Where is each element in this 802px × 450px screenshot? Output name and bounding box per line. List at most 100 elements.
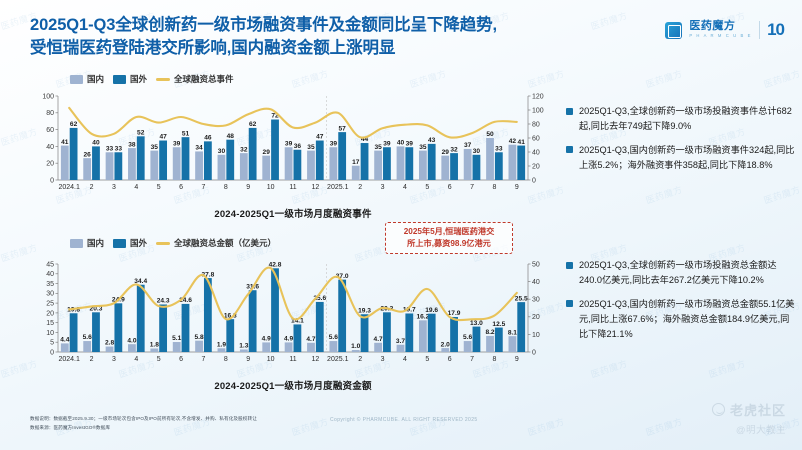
- x-axis-label: 8: [224, 184, 228, 191]
- insights-events: 2025Q1-Q3,全球创新药一级市场投融资事件总计682起,同比去年749起下…: [566, 104, 796, 182]
- bar-国外: [405, 313, 414, 352]
- bar-value-label: 13.0: [470, 320, 483, 327]
- watermark-tile: 医药魔方: [290, 416, 330, 438]
- insight-text: 2025Q1-Q3,国内创新药一级市场融资总金额55.1亿美元,同比上涨67.6…: [579, 298, 795, 339]
- logo-name-en: P H A R M C U B E: [689, 33, 753, 39]
- bar-国内: [463, 148, 472, 180]
- bar-国内: [307, 150, 315, 180]
- anniversary-badge: 10: [767, 20, 785, 39]
- bar-国外: [338, 132, 347, 180]
- insight-item: 2025Q1-Q3,全球创新药一级市场投融资事件总计682起,同比去年749起下…: [566, 104, 796, 134]
- bar-国内: [128, 148, 136, 180]
- insight-item: 2025Q1-Q3,全球创新药一级市场投融资总金额达240.0亿美元,同比去年2…: [566, 258, 796, 288]
- bar-国内: [262, 342, 271, 352]
- x-axis-label: 9: [246, 356, 250, 363]
- watermark-tile: 医药魔方: [644, 416, 684, 438]
- bar-国外: [360, 314, 369, 352]
- annotation-hengrui-ipo: 2025年5月,恒瑞医药港交 所上市,募资98.9亿港元: [385, 222, 513, 254]
- x-axis-label: 3: [381, 356, 385, 363]
- bar-value-label: 47: [159, 134, 167, 141]
- bar-国外: [69, 127, 78, 180]
- x-axis-label: 9: [246, 184, 250, 191]
- bar-国外: [338, 279, 347, 352]
- watermark-tile: 医药魔方: [526, 416, 566, 438]
- bar-国外: [226, 139, 235, 180]
- legend-swatch-overseas-2: [113, 238, 127, 248]
- x-axis-label: 2: [358, 356, 362, 363]
- chart1-plot-area: 0 20 40 60 80 100 0 20 40 60 80 100 120 41 62 2024.1 26 4…: [28, 86, 558, 194]
- bar-value-label: 37.8: [201, 271, 214, 278]
- legend-label-total-amount: 全球融资总金额（亿美元）: [174, 238, 277, 248]
- bar-国外: [383, 312, 391, 352]
- logo-divider: [759, 21, 761, 39]
- x-axis-label: 8: [492, 184, 496, 191]
- svg-text:30: 30: [46, 291, 54, 298]
- bar-value-label: 46: [204, 135, 212, 142]
- bar-value-label: 4.4: [60, 337, 69, 344]
- bar-value-label: 25.5: [515, 295, 528, 302]
- bar-value-label: 41: [61, 139, 69, 146]
- bar-value-label: 16.2: [416, 314, 429, 321]
- svg-text:0: 0: [50, 177, 54, 184]
- svg-text:5: 5: [50, 340, 54, 347]
- bar-value-label: 52: [137, 130, 145, 137]
- bar-value-label: 33: [115, 145, 123, 152]
- svg-text:80: 80: [532, 121, 540, 128]
- bar-value-label: 72: [271, 113, 279, 120]
- bar-国内: [284, 147, 293, 180]
- bar-国外: [136, 136, 145, 180]
- bar-value-label: 48: [227, 133, 235, 140]
- bar-国外: [315, 140, 324, 180]
- x-axis-label: 9: [515, 356, 519, 363]
- bar-value-label: 43: [428, 137, 436, 144]
- bar-value-label: 19.8: [67, 306, 80, 313]
- bar-value-label: 39: [406, 140, 414, 147]
- legend-swatch-domestic-2: [70, 238, 83, 248]
- bar-value-label: 19.6: [425, 307, 438, 314]
- bar-国内: [374, 150, 383, 180]
- legend-label-domestic-2: 国内: [87, 238, 105, 248]
- bar-国外: [159, 140, 168, 180]
- svg-text:25: 25: [46, 301, 54, 308]
- bar-value-label: 50: [486, 131, 494, 138]
- x-axis-label: 5: [157, 356, 161, 363]
- community-name: 老虎社区: [729, 403, 786, 418]
- page-title: 2025Q1-Q3全球创新药一级市场融资事件及金额同比呈下降趋势, 受恒瑞医药登…: [30, 14, 660, 61]
- copyright-text: Copyright © PHARMCUBE. ALL RIGHT RESERVE…: [330, 417, 478, 423]
- x-axis-label: 2024.1: [58, 184, 80, 191]
- bar-国外: [248, 127, 257, 180]
- footer-note-data: 数据说明：数据截至2025.9.30；一级市场轮次包含IPO及IPO前所有轮次,…: [30, 416, 257, 422]
- bar-国外: [383, 147, 391, 180]
- svg-text:10: 10: [532, 332, 540, 339]
- footer-notes: 数据说明：数据截至2025.9.30；一级市场轮次包含IPO及IPO前所有轮次,…: [30, 415, 257, 432]
- chart1-legend: 国内 国外 全球融资总事件: [70, 72, 558, 86]
- bar-value-label: 44: [361, 136, 369, 143]
- bar-国内: [441, 348, 450, 352]
- bar-value-label: 37: [464, 142, 472, 149]
- bar-value-label: 34: [195, 145, 203, 152]
- plot2-svg: 051015202530354045010203040504.419.82024…: [46, 261, 540, 363]
- insight-item: 2025Q1-Q3,国内创新药一级市场融资事件324起,同比上涨5.2%；海外融…: [566, 143, 796, 173]
- x-axis-label: 6: [448, 356, 452, 363]
- bar-value-label: 30: [473, 148, 481, 155]
- legend-overseas-2: 国外: [113, 237, 147, 249]
- bar-国内: [150, 348, 159, 352]
- bar-国内: [486, 335, 494, 352]
- bar-国内: [195, 340, 203, 352]
- bar-国外: [517, 302, 526, 352]
- bar-value-label: 5.6: [463, 334, 472, 341]
- bar-国外: [226, 319, 235, 352]
- bar-国内: [83, 158, 92, 180]
- x-axis-label: 11: [289, 356, 296, 363]
- bar-国内: [83, 341, 92, 352]
- bar-国外: [293, 324, 302, 352]
- bar-国外: [136, 284, 145, 352]
- bar-国外: [181, 137, 190, 180]
- svg-text:100: 100: [42, 93, 54, 100]
- community-watermark: 老虎社区 @明大教主: [711, 400, 786, 436]
- insight-text: 2025Q1-Q3,全球创新药一级市场投融资事件总计682起,同比去年749起下…: [579, 106, 792, 131]
- cube-icon: [665, 21, 683, 39]
- x-axis-label: 2: [358, 184, 362, 191]
- x-axis-label: 10: [267, 184, 275, 191]
- x-axis-label: 7: [202, 184, 206, 191]
